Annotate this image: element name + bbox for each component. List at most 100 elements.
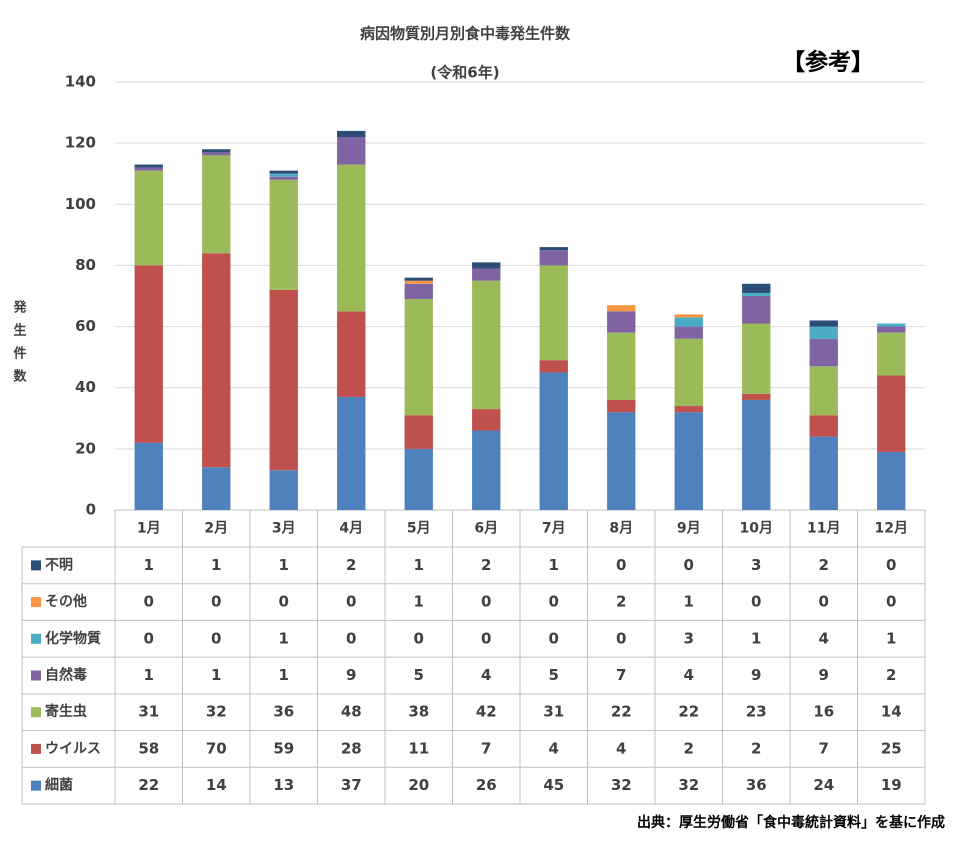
bar-segment (742, 399, 771, 510)
bar-segment (134, 167, 163, 171)
table-value: 0 (481, 629, 491, 647)
bar-segment (877, 375, 906, 452)
bar-segment (269, 170, 298, 174)
table-value: 0 (346, 593, 356, 611)
table-value: 2 (346, 556, 356, 574)
bar-segment (472, 280, 501, 410)
bar-segment (337, 130, 366, 138)
x-tick-label: 8月 (609, 521, 633, 537)
table-value: 20 (408, 776, 429, 794)
x-tick-label: 5月 (407, 521, 431, 537)
bar-segment (134, 164, 163, 168)
bar-segment (269, 470, 298, 510)
x-tick-label: 6月 (474, 521, 498, 537)
legend-swatch (31, 560, 41, 571)
table-value: 7 (819, 739, 829, 757)
table-value: 48 (341, 703, 362, 721)
bar-segment (539, 250, 568, 266)
bar-segment (539, 372, 568, 510)
bar-segment (269, 173, 298, 177)
bar-segment (202, 152, 231, 156)
bar-segment (202, 149, 231, 153)
annotation: 【参考】 (782, 49, 874, 76)
bar-segment (202, 467, 231, 510)
table-value: 28 (341, 739, 362, 757)
bar-segment (742, 393, 771, 400)
table-value: 1 (684, 593, 694, 611)
table-value: 5 (414, 666, 424, 684)
table-value: 1 (279, 556, 289, 574)
bar-segment (269, 179, 298, 290)
bar-segment (539, 360, 568, 373)
table-value: 32 (678, 776, 699, 794)
bar-segment (674, 326, 703, 339)
source: 出典：厚生労働省「食中毒統計資料」を基に作成 (637, 814, 945, 831)
table-value: 0 (751, 593, 761, 611)
bar-segment (809, 366, 838, 416)
bar-segment (472, 268, 501, 281)
table-value: 1 (414, 556, 424, 574)
table-value: 31 (543, 703, 564, 721)
table-value: 2 (481, 556, 491, 574)
table-value: 42 (476, 703, 497, 721)
legend-label: 不明 (45, 557, 73, 573)
table-value: 2 (616, 593, 626, 611)
table-value: 25 (881, 739, 902, 757)
table-value: 58 (138, 739, 159, 757)
table-value: 1 (279, 666, 289, 684)
bar-segment (404, 280, 433, 284)
table-value: 0 (616, 629, 626, 647)
table-value: 0 (886, 556, 896, 574)
table-value: 1 (279, 629, 289, 647)
table-value: 36 (273, 703, 294, 721)
legend-swatch (31, 743, 41, 754)
bar-segment (674, 338, 703, 407)
bar-segment (472, 409, 501, 431)
table-value: 13 (273, 776, 294, 794)
y-tick-label: 20 (75, 439, 96, 457)
table-value: 45 (543, 776, 564, 794)
x-tick-label: 3月 (272, 521, 296, 537)
table-value: 1 (886, 629, 896, 647)
table-value: 0 (481, 593, 491, 611)
bar-segment (877, 323, 906, 327)
table-value: 38 (408, 703, 429, 721)
bar-segment (742, 296, 771, 324)
table-value: 4 (549, 739, 559, 757)
x-tick-label: 10月 (740, 521, 773, 537)
y-tick-label: 60 (75, 317, 96, 335)
table-value: 9 (346, 666, 356, 684)
bar-segment (809, 338, 838, 367)
x-tick-label: 7月 (542, 521, 566, 537)
table-value: 1 (751, 629, 761, 647)
table-value: 4 (481, 666, 491, 684)
bar-segment (134, 265, 163, 443)
x-tick-label: 12月 (875, 521, 908, 537)
bar-segment (539, 247, 568, 251)
table-value: 1 (211, 666, 221, 684)
table-value: 36 (746, 776, 767, 794)
bar-segment (877, 451, 906, 510)
x-tick-label: 9月 (677, 521, 701, 537)
bar-segment (742, 283, 771, 293)
y-tick-label: 40 (75, 378, 96, 396)
table-value: 26 (476, 776, 497, 794)
bar-segment (607, 311, 636, 333)
legend-swatch (31, 707, 41, 718)
x-tick-label: 4月 (339, 521, 363, 537)
table-value: 1 (144, 556, 154, 574)
table-value: 9 (751, 666, 761, 684)
legend-label: その他 (45, 593, 87, 610)
bar-segment (404, 415, 433, 449)
bar-segment (269, 176, 298, 180)
y-tick-label: 0 (86, 501, 96, 519)
table-value: 0 (144, 593, 154, 611)
table-value: 70 (206, 739, 227, 757)
table-value: 9 (819, 666, 829, 684)
bar-segment (742, 292, 771, 296)
table-value: 1 (211, 556, 221, 574)
bar-segment (337, 311, 366, 397)
bar-segment (404, 448, 433, 510)
chart-title: 病因物質別月別食中毒発生件数 (360, 25, 571, 43)
bar-segment (607, 332, 636, 400)
